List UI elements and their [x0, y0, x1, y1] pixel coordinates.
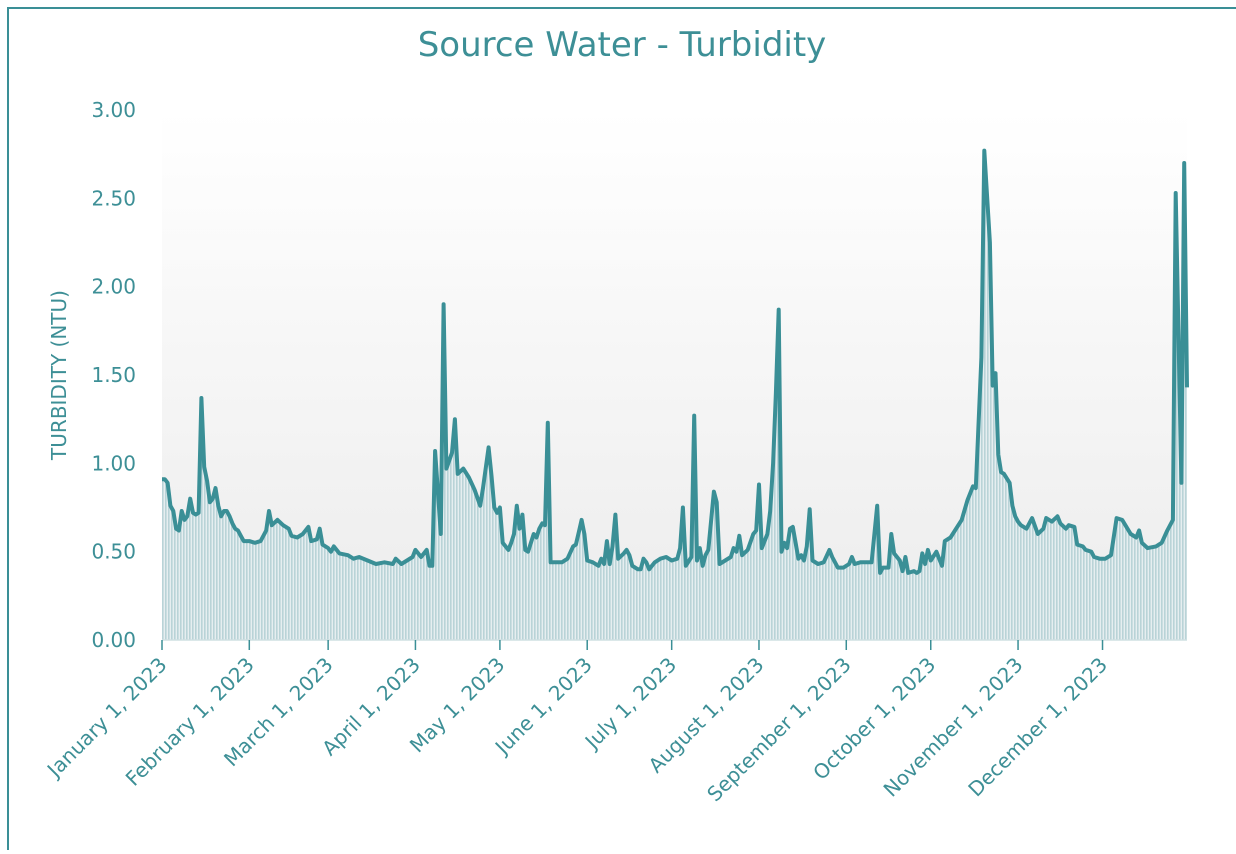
area — [162, 150, 1187, 640]
chart-title: Source Water - Turbidity — [418, 25, 827, 65]
y-axis-label: TURBIDITY (NTU) — [47, 290, 71, 461]
x-tick-label: September 1, 2023 — [702, 653, 856, 807]
frame — [7, 7, 1236, 850]
y-tick-label: 0.00 — [91, 628, 136, 652]
y-tick-label: 2.00 — [91, 275, 136, 299]
x-tick-label: December 1, 2023 — [963, 653, 1112, 802]
y-tick-label: 3.00 — [91, 98, 136, 122]
line — [162, 148, 1189, 575]
y-tick-label: 0.50 — [91, 540, 136, 564]
y-tick-label: 1.50 — [91, 363, 136, 387]
y-tick-label: 1.00 — [91, 451, 136, 475]
y-tick-label: 2.50 — [91, 186, 136, 210]
